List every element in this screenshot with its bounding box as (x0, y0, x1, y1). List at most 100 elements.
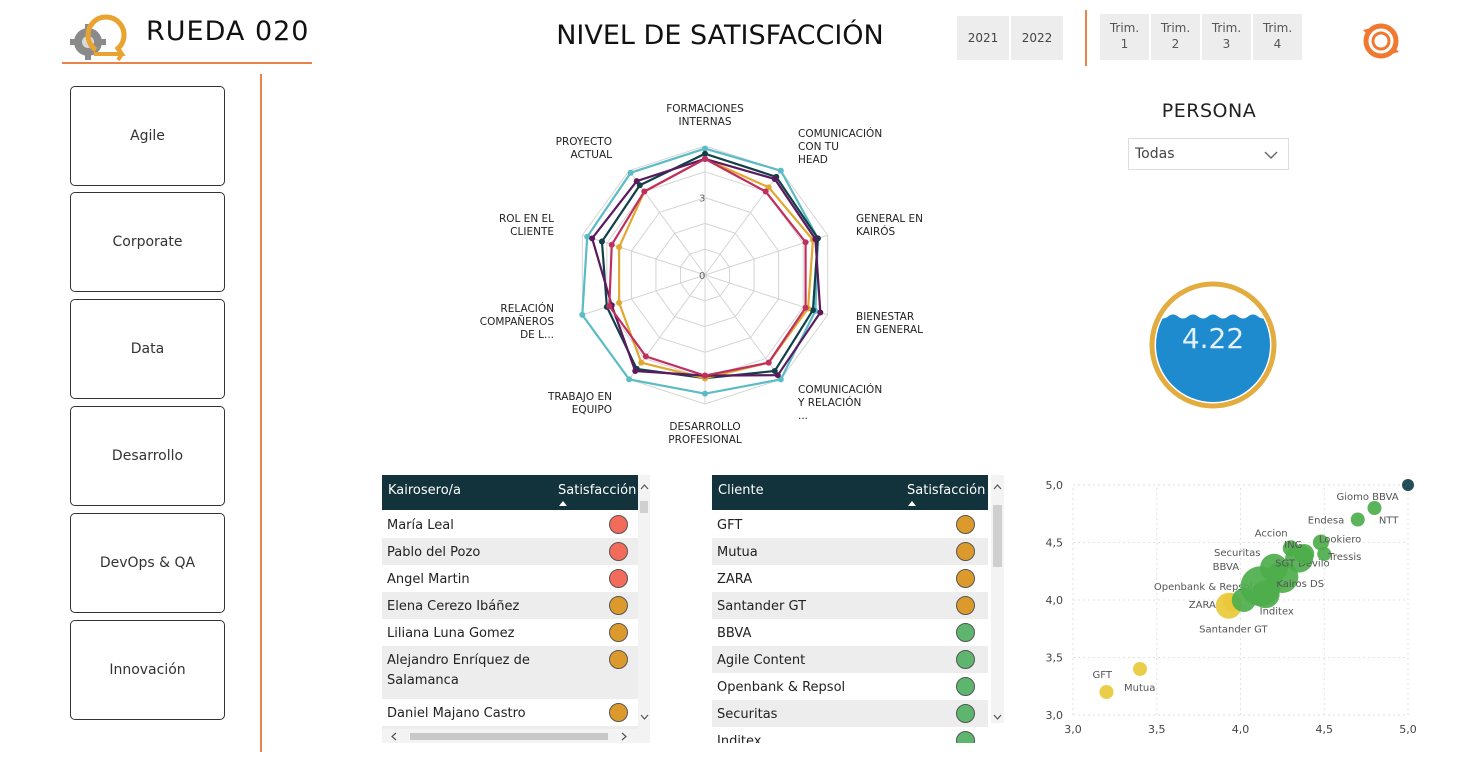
scatter-point[interactable] (1133, 662, 1147, 676)
radar-point[interactable] (627, 169, 634, 176)
radar-point[interactable] (812, 236, 819, 243)
table-row[interactable]: GFT (712, 511, 988, 538)
quarter-filter-3[interactable]: Trim. 3 (1202, 14, 1251, 60)
sort-ascending-icon[interactable] (907, 499, 917, 507)
quarter-filter-1[interactable]: Trim. 1 (1100, 14, 1149, 60)
radar-point[interactable] (777, 167, 784, 174)
table-row[interactable]: Inditex (712, 727, 988, 743)
radar-point[interactable] (809, 307, 816, 314)
radar-point[interactable] (608, 241, 615, 248)
radar-point[interactable] (642, 353, 649, 360)
scatter-point[interactable] (1294, 544, 1315, 564)
quarter-number: 1 (1120, 37, 1129, 51)
sort-ascending-icon[interactable] (558, 499, 568, 507)
radar-point[interactable] (641, 188, 648, 195)
table-row[interactable]: Daniel Majano Castro (382, 699, 638, 726)
scatter-point[interactable] (1402, 479, 1414, 491)
scatter-point[interactable] (1312, 534, 1329, 551)
table-row[interactable]: Santander GT (712, 592, 988, 619)
row-name: Alejandro Enríquez de Salamanca (387, 651, 530, 691)
vertical-scroll-thumb[interactable] (993, 505, 1002, 567)
table-row[interactable]: BBVA (712, 619, 988, 646)
scatter-point[interactable] (1350, 512, 1365, 527)
radar-point[interactable] (636, 182, 643, 189)
radar-point[interactable] (702, 145, 708, 152)
table-row[interactable]: ZARA (712, 565, 988, 592)
scatter-point[interactable] (1367, 501, 1382, 515)
radar-point[interactable] (762, 188, 769, 195)
radar-point[interactable] (774, 372, 781, 379)
radar-point[interactable] (771, 368, 778, 375)
nav-button-data[interactable]: Data (70, 299, 225, 399)
radar-point[interactable] (702, 372, 708, 379)
satisfaction-indicator (956, 650, 975, 669)
radar-point[interactable] (702, 390, 708, 397)
scroll-down-icon[interactable] (640, 713, 649, 721)
nav-button-agile[interactable]: Agile (70, 86, 225, 186)
scroll-down-icon[interactable] (993, 713, 1002, 721)
table-row[interactable]: Liliana Luna Gomez (382, 619, 638, 646)
scroll-right-icon[interactable] (620, 732, 628, 741)
radar-point[interactable] (817, 309, 824, 316)
radar-point[interactable] (589, 235, 596, 242)
quarter-filter-2[interactable]: Trim. 2 (1151, 14, 1200, 60)
radar-point[interactable] (802, 304, 809, 311)
year-filter-2021[interactable]: 2021 (957, 16, 1009, 60)
quarter-filter-4[interactable]: Trim. 4 (1253, 14, 1302, 60)
scatter-point[interactable] (1260, 553, 1288, 582)
scroll-up-icon[interactable] (993, 483, 1002, 491)
table-row[interactable]: Alejandro Enríquez de Salamanca (382, 646, 638, 699)
radar-point[interactable] (765, 359, 772, 366)
horizontal-scroll-thumb[interactable] (410, 733, 608, 740)
satisfaction-gauge (1149, 281, 1277, 409)
radar-point[interactable] (606, 303, 613, 310)
column-header-kairosero[interactable]: Kairosero/a (388, 483, 462, 498)
radar-point[interactable] (579, 311, 586, 318)
year-filter-2022[interactable]: 2022 (1011, 16, 1063, 60)
table-row[interactable]: Mutua (712, 538, 988, 565)
radar-point[interactable] (632, 368, 639, 375)
radar-point[interactable] (771, 175, 778, 182)
radar-point[interactable] (584, 233, 591, 240)
table-row[interactable]: Securitas (712, 700, 988, 727)
radar-point[interactable] (626, 376, 633, 383)
radar-point[interactable] (638, 359, 645, 366)
scatter-point[interactable] (1317, 547, 1332, 561)
radar-point[interactable] (765, 184, 772, 191)
radar-point[interactable] (802, 239, 809, 246)
radar-point[interactable] (702, 155, 708, 162)
radar-point[interactable] (633, 178, 640, 185)
table-row[interactable]: Pablo del Pozo (382, 538, 638, 565)
persona-dropdown[interactable]: Todas (1128, 138, 1289, 170)
vertical-scrollbar[interactable] (638, 475, 650, 743)
column-header-cliente[interactable]: Cliente (718, 483, 764, 498)
radar-point[interactable] (598, 238, 605, 245)
radar-point[interactable] (702, 150, 708, 157)
row-name: Pablo del Pozo (387, 543, 480, 563)
quarter-label: Trim. (1160, 21, 1191, 35)
nav-button-corporate[interactable]: Corporate (70, 192, 225, 292)
refresh-icon[interactable] (1357, 18, 1405, 64)
scatter-point-label: Lookiero (1319, 535, 1361, 546)
nav-button-innovacion[interactable]: Innovación (70, 620, 225, 720)
table-row[interactable]: Elena Cerezo Ibáñez (382, 592, 638, 619)
table-row[interactable]: Agile Content (712, 646, 988, 673)
nav-button-devops-qa[interactable]: DevOps & QA (70, 513, 225, 613)
scatter-point-label: GFT (1093, 670, 1113, 681)
radar-axis-label: COMUNICACIÓN Y RELACIÓN... (797, 383, 882, 422)
radar-point[interactable] (777, 376, 784, 383)
radar-point[interactable] (616, 299, 623, 306)
scroll-left-icon[interactable] (390, 732, 398, 741)
radar-point[interactable] (616, 244, 623, 251)
nav-button-desarrollo[interactable]: Desarrollo (70, 406, 225, 506)
vertical-scroll-thumb[interactable] (640, 501, 648, 513)
scroll-up-icon[interactable] (640, 483, 649, 491)
scatter-point-label: Santander GT (1199, 624, 1268, 635)
scatter-point[interactable] (1099, 685, 1114, 699)
table-row[interactable]: Openbank & Repsol (712, 673, 988, 700)
table-row[interactable]: María Leal (382, 511, 638, 538)
column-header-satisfaccion[interactable]: Satisfacción (907, 483, 986, 498)
column-header-satisfaccion[interactable]: Satisfacción (558, 483, 637, 498)
row-name-line: Elena Cerezo Ibáñez (387, 599, 520, 614)
table-row[interactable]: Angel Martin (382, 565, 638, 592)
